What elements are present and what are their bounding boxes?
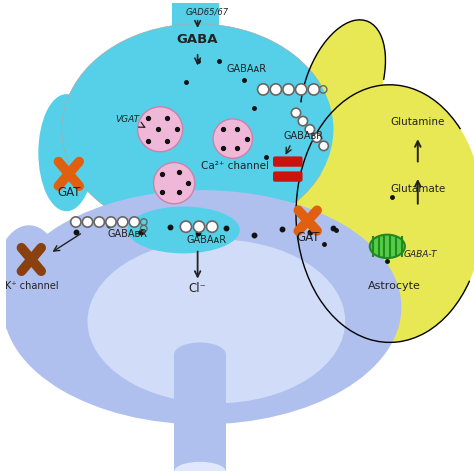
Circle shape: [319, 141, 328, 151]
Text: VGAT: VGAT: [115, 115, 139, 124]
Ellipse shape: [300, 20, 385, 155]
Circle shape: [295, 84, 307, 95]
Text: GABA: GABA: [177, 33, 219, 46]
Circle shape: [298, 117, 308, 126]
Text: Glutamine: Glutamine: [391, 117, 445, 127]
FancyBboxPatch shape: [273, 156, 302, 167]
Ellipse shape: [62, 24, 334, 235]
Circle shape: [312, 133, 321, 142]
Circle shape: [270, 84, 282, 95]
Circle shape: [292, 108, 301, 118]
Ellipse shape: [174, 462, 226, 474]
Ellipse shape: [0, 225, 64, 342]
Text: GABAʙR: GABAʙR: [283, 131, 323, 141]
Ellipse shape: [38, 94, 94, 211]
Text: GAT: GAT: [57, 186, 81, 199]
Circle shape: [308, 84, 319, 95]
Text: Cl⁻: Cl⁻: [189, 283, 207, 295]
Ellipse shape: [88, 239, 345, 403]
Circle shape: [283, 84, 294, 95]
Text: GAT: GAT: [296, 231, 319, 244]
Circle shape: [193, 221, 205, 232]
Circle shape: [137, 107, 182, 152]
Circle shape: [82, 217, 93, 227]
Text: Glutamate: Glutamate: [390, 184, 446, 194]
Text: K⁺ channel: K⁺ channel: [5, 281, 58, 291]
Circle shape: [154, 163, 195, 204]
Ellipse shape: [174, 342, 226, 366]
Ellipse shape: [3, 190, 401, 424]
Ellipse shape: [370, 235, 405, 258]
Circle shape: [180, 221, 191, 232]
Circle shape: [257, 84, 269, 95]
Circle shape: [305, 125, 315, 134]
Circle shape: [213, 119, 253, 158]
Text: GABAᴀR: GABAᴀR: [227, 64, 267, 74]
Bar: [174, 354, 226, 471]
Circle shape: [106, 217, 116, 227]
Text: GAD65/67: GAD65/67: [185, 8, 228, 17]
Circle shape: [94, 217, 104, 227]
Text: Ca²⁺ channel: Ca²⁺ channel: [201, 161, 269, 171]
Circle shape: [129, 217, 139, 227]
Text: Astrocyte: Astrocyte: [368, 281, 421, 291]
Text: GABAᴀR: GABAᴀR: [187, 235, 227, 245]
Text: GABA-T: GABA-T: [404, 250, 437, 259]
Ellipse shape: [172, 31, 219, 50]
Circle shape: [118, 217, 128, 227]
Circle shape: [71, 217, 81, 227]
Bar: [172, 0, 219, 40]
FancyBboxPatch shape: [273, 172, 302, 182]
Ellipse shape: [296, 85, 474, 342]
Ellipse shape: [128, 207, 240, 254]
Text: GABAʙR: GABAʙR: [107, 229, 147, 239]
Circle shape: [207, 221, 218, 232]
